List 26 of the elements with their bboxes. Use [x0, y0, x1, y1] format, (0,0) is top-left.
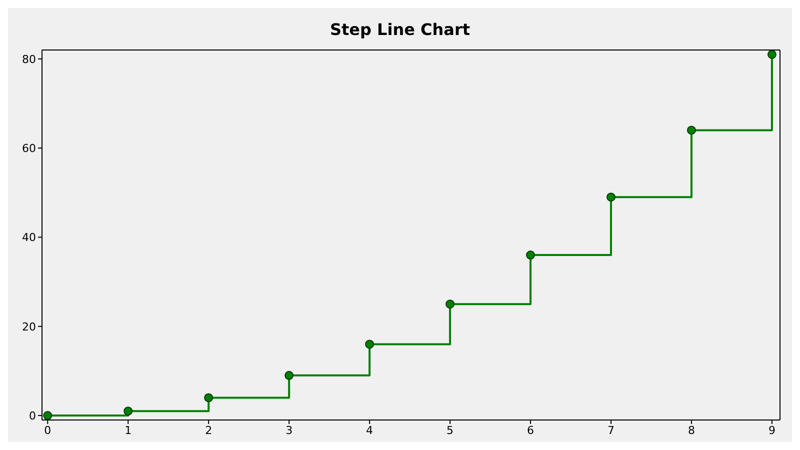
- point: [686, 126, 696, 135]
- point: [767, 50, 776, 59]
- x-tick-label: 8: [688, 424, 695, 437]
- x-tick-label: 5: [446, 424, 454, 437]
- y-tick-label: 0: [29, 409, 36, 422]
- x-tick-label: 3: [286, 424, 293, 437]
- x-tick-label: 4: [366, 424, 374, 437]
- point: [284, 370, 294, 380]
- x-tick-label: 9: [768, 424, 776, 437]
- point: [124, 406, 133, 416]
- point: [606, 192, 616, 202]
- x-tick-label: 0: [44, 424, 52, 437]
- y-tick-label: 60: [22, 142, 36, 155]
- y-tick-label: 40: [22, 231, 36, 244]
- point: [365, 340, 374, 349]
- y-tick-label: 80: [22, 52, 36, 66]
- y-tick-label: 20: [22, 320, 36, 334]
- point: [526, 250, 536, 260]
- x-tick-label: 2: [205, 424, 212, 437]
- chart-title: Step Line Chart: [328, 19, 471, 41]
- point: [43, 411, 52, 420]
- x-tick-label: 1: [124, 424, 132, 437]
- point: [204, 393, 214, 402]
- x-tick-label: 7: [607, 424, 614, 437]
- point: [446, 300, 455, 309]
- x-tick-label: 6: [527, 424, 534, 437]
